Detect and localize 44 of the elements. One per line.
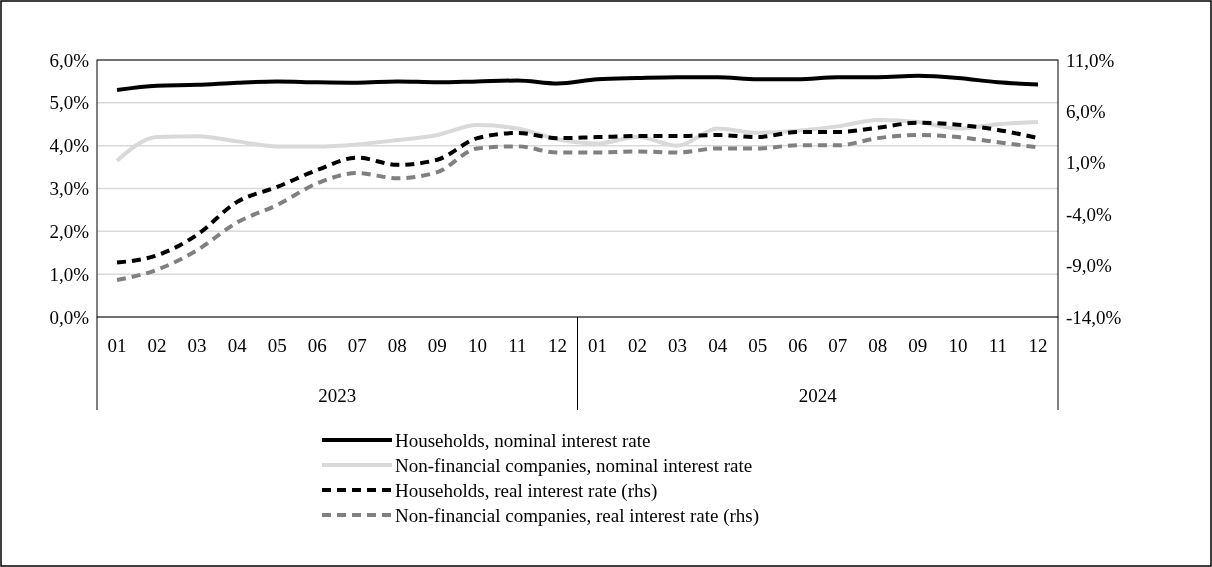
x-tick-label: 07 xyxy=(347,335,367,356)
x-tick-label: 01 xyxy=(588,335,608,356)
text: 2023 xyxy=(318,385,357,406)
y-tick-label: 0,0% xyxy=(49,306,90,328)
text: 2024 xyxy=(798,385,838,406)
x-tick-label: 07 xyxy=(828,335,848,356)
y2-tick-label: 6,0% xyxy=(1066,101,1106,123)
y-tick-label: 6,0% xyxy=(49,49,90,71)
x-tick-label: 02 xyxy=(628,335,648,356)
x-tick-label: 11 xyxy=(508,335,527,356)
y-tick-label: 4,0% xyxy=(49,135,90,157)
x-tick-label: 08 xyxy=(868,335,888,356)
x-tick-label: 04 xyxy=(227,335,248,356)
y2-tick-label: -4,0% xyxy=(1066,203,1113,225)
y2-tick-label: 11,0% xyxy=(1066,49,1115,71)
line-series xyxy=(115,73,1040,92)
x-tick-label: 12 xyxy=(1028,335,1048,356)
y2-tick-label: -9,0% xyxy=(1066,255,1113,277)
legend-label: Non-financial companies, real interest rate (rhs) xyxy=(395,504,760,527)
x-tick-label: 11 xyxy=(988,335,1008,356)
x-tick-label: 03 xyxy=(187,335,207,356)
y2-tick-label: 1,0% xyxy=(1066,152,1106,174)
y-tick-label: 5,0% xyxy=(49,92,90,114)
legend-label: Non-financial companies, nominal interest rate xyxy=(395,454,753,476)
x-tick-label: 12 xyxy=(547,335,567,356)
x-tick-label: 08 xyxy=(387,335,407,356)
x-tick-label: 05 xyxy=(267,335,287,356)
legend-label: Households, nominal interest rate xyxy=(395,429,651,451)
x-tick-label: 05 xyxy=(748,335,768,356)
x-tick-label: 09 xyxy=(427,335,447,356)
y-tick-label: 1,0% xyxy=(49,263,90,285)
x-tick-label: 10 xyxy=(948,335,968,356)
y-tick-label: 3,0% xyxy=(49,178,90,200)
legend-label: Households, real interest rate (rhs) xyxy=(395,479,658,502)
y2-tick-label: -14,0% xyxy=(1066,306,1122,328)
x-tick-label: 10 xyxy=(467,335,487,356)
x-tick-label: 02 xyxy=(147,335,167,356)
y-tick-label: 2,0% xyxy=(49,220,90,242)
x-tick-label: 06 xyxy=(788,335,808,356)
x-tick-label: 01 xyxy=(107,335,127,356)
x-tick-label: 06 xyxy=(307,335,327,356)
x-tick-label: 03 xyxy=(668,335,688,356)
x-tick-label: 09 xyxy=(908,335,928,356)
x-tick-label: 04 xyxy=(708,335,728,356)
